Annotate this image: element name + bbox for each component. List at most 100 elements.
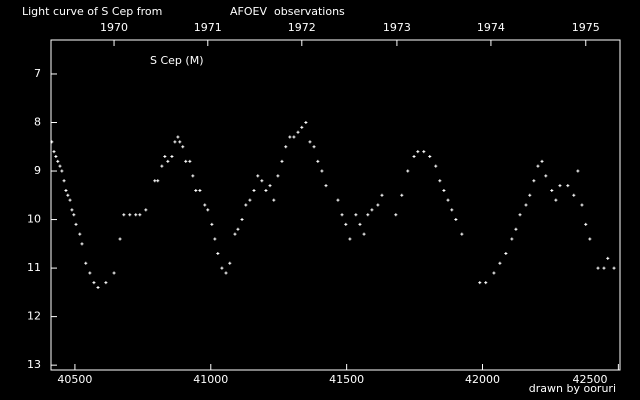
data-point [446,198,450,202]
data-point [324,184,328,188]
data-point [528,193,532,197]
data-point [340,213,344,217]
x-tick-label: 41000 [193,373,228,386]
data-point [70,208,74,212]
data-point [514,227,518,231]
data-point [60,169,64,173]
data-point [272,198,276,202]
data-point [88,271,92,275]
data-point [422,150,426,154]
data-point [442,188,446,192]
data-point [316,159,320,163]
data-point [416,150,420,154]
data-point [492,271,496,275]
data-point [596,266,600,270]
data-point [66,193,70,197]
data-point [366,213,370,217]
data-point [576,169,580,173]
data-point [478,281,482,285]
data-point [312,145,316,149]
data-point [280,159,284,163]
x2-tick-label: 1974 [477,21,505,34]
data-point [518,213,522,217]
data-point [580,203,584,207]
data-point [264,188,268,192]
data-point [256,174,260,178]
data-point [438,179,442,183]
data-point [292,135,296,139]
data-point [572,193,576,197]
data-point [276,174,280,178]
data-point [260,179,264,183]
data-point [412,154,416,158]
data-point [524,203,528,207]
data-point [191,174,195,178]
data-point [498,261,502,265]
data-point [176,135,180,139]
data-point [74,222,78,226]
data-point [400,193,404,197]
data-point [163,154,167,158]
data-point [612,266,616,270]
y-tick-label: 13 [27,358,41,371]
x-tick-label: 40500 [57,373,92,386]
data-point [213,237,217,241]
data-point [354,213,358,217]
data-point [558,184,562,188]
data-point [544,174,548,178]
data-point [406,169,410,173]
data-point [233,232,237,236]
data-point [134,213,138,217]
x2-tick-label: 1975 [572,21,600,34]
data-point [72,213,76,217]
data-point [362,232,366,236]
data-point [348,237,352,241]
data-point [206,208,210,212]
legend-label: S Cep (M) [150,54,203,67]
data-point [166,159,170,163]
data-point [584,222,588,226]
data-point [58,164,62,168]
data-point [428,154,432,158]
data-point [308,140,312,144]
data-point [138,213,142,217]
data-point [50,140,54,144]
data-point [602,266,606,270]
data-point [268,184,272,188]
data-point [320,169,324,173]
data-point [153,179,157,183]
data-point [156,179,160,183]
data-point [248,198,252,202]
data-point [80,242,84,246]
data-point [244,203,248,207]
data-point [296,130,300,134]
x2-tick-label: 1973 [383,21,411,34]
data-point [588,237,592,241]
data-point [566,184,570,188]
data-point [210,222,214,226]
data-point [78,232,82,236]
data-point [84,261,88,265]
data-point [54,154,58,158]
data-point [532,179,536,183]
data-point [56,159,60,163]
y-tick-label: 9 [34,164,41,177]
credit: drawn by ooruri [529,382,616,395]
data-point [188,159,192,163]
data-point [96,286,100,289]
chart-title: Light curve of S Cep from [22,5,162,18]
data-point [173,140,177,144]
data-point [344,222,348,226]
data-point [550,188,554,192]
data-point [112,271,116,275]
data-point [484,281,488,285]
data-point [434,164,438,168]
data-point [62,179,66,183]
data-point [52,150,56,154]
data-point [376,203,380,207]
y-tick-label: 10 [27,213,41,226]
data-point [122,213,126,217]
data-point [504,252,508,256]
data-point [370,208,374,212]
data-point [128,213,132,217]
